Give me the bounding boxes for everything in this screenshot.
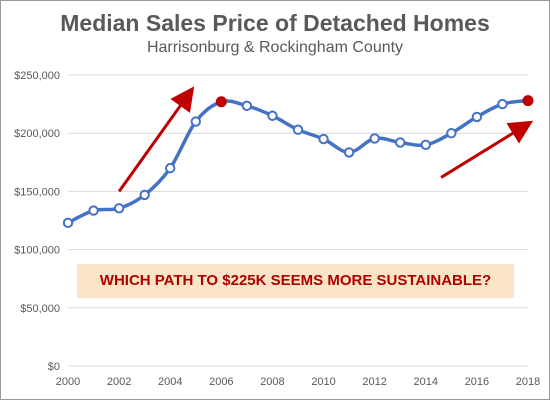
highlighted-data-point	[215, 96, 227, 108]
chart-title: Median Sales Price of Detached Homes	[60, 10, 490, 36]
x-tick-label: 2000	[56, 376, 80, 388]
x-tick-label: 2018	[516, 376, 540, 388]
x-tick-label: 2002	[107, 376, 131, 388]
chart-subtitle: Harrisonburg & Rockingham County	[146, 39, 404, 56]
data-point	[139, 189, 150, 201]
y-tick-label: $150,000	[14, 186, 60, 198]
data-point	[446, 128, 457, 139]
data-point	[241, 100, 253, 112]
trend-arrow	[117, 86, 195, 193]
y-tick-label: $100,000	[14, 245, 60, 257]
y-tick-label: $250,000	[14, 70, 60, 82]
x-tick-label: 2012	[362, 376, 386, 388]
data-point	[190, 116, 201, 127]
highlighted-data-point	[522, 95, 534, 107]
data-point	[113, 203, 125, 214]
y-tick-label: $200,000	[14, 128, 60, 140]
y-tick-label: $0	[48, 361, 60, 373]
data-point	[88, 205, 99, 216]
data-point	[497, 98, 508, 110]
data-point	[420, 139, 431, 151]
x-tick-label: 2008	[260, 376, 284, 388]
data-point	[62, 217, 74, 229]
x-tick-label: 2006	[209, 376, 233, 388]
x-tick-label: 2016	[465, 376, 489, 388]
trend-arrow	[440, 120, 534, 179]
data-point	[318, 133, 329, 145]
x-tick-label: 2004	[158, 376, 182, 388]
data-point	[292, 124, 304, 135]
data-point	[471, 111, 483, 123]
data-point	[267, 110, 278, 121]
data-point	[343, 147, 355, 158]
y-tick-label: $50,000	[20, 303, 60, 315]
data-point	[369, 133, 380, 144]
x-tick-label: 2010	[311, 376, 335, 388]
data-point	[165, 162, 176, 174]
data-point	[395, 137, 406, 148]
callout-background	[77, 264, 514, 298]
series-line	[67, 98, 529, 225]
callout-text: WHICH PATH TO $225K SEEMS MORE SUSTAINAB…	[99, 272, 492, 289]
x-tick-label: 2014	[414, 376, 438, 388]
